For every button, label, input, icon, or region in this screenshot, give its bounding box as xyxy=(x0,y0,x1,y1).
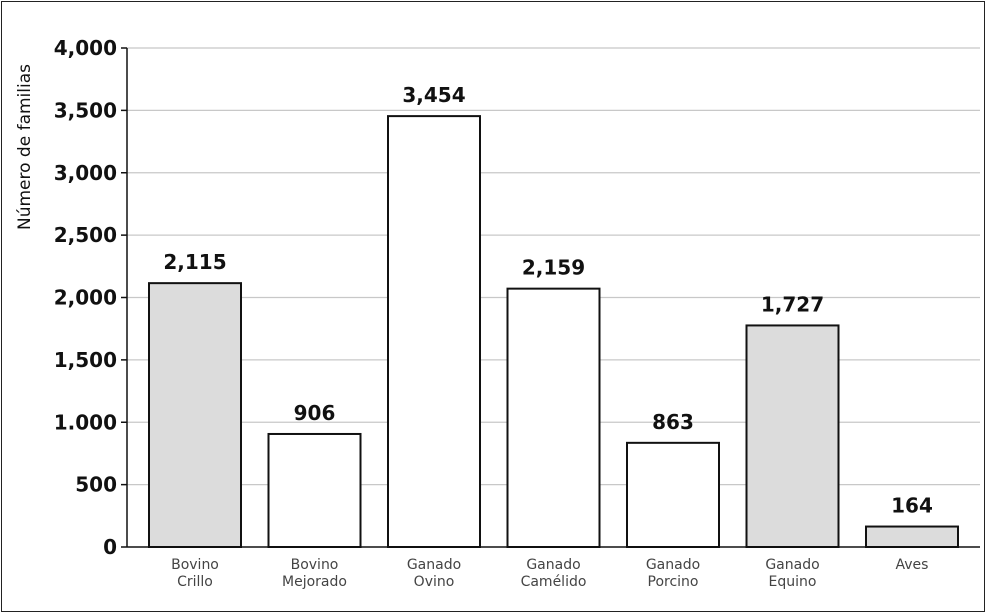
data-label: 2,159 xyxy=(522,256,585,280)
data-label: 906 xyxy=(294,401,336,425)
bar xyxy=(865,525,959,549)
x-category-label-line: Ovino xyxy=(414,574,455,590)
x-category-label: Ganado Equino xyxy=(765,557,819,590)
x-category-label: Ganado Porcino xyxy=(646,557,700,590)
data-label: 3,454 xyxy=(402,83,465,107)
y-axis-title: Número de familias xyxy=(15,64,35,230)
bar xyxy=(626,441,720,548)
x-category-label-line: Ganado xyxy=(646,557,700,573)
x-category-label: Bovino Crillo xyxy=(171,557,219,590)
y-tick-label: 1.000 xyxy=(54,410,117,434)
x-category-label: Ganado Camélido xyxy=(521,557,587,590)
y-tick-label: 2,000 xyxy=(54,286,117,310)
y-tick-label: 0 xyxy=(103,535,117,559)
bars xyxy=(148,115,959,549)
x-category-label-line: Bovino xyxy=(291,557,339,573)
y-tick-label: 4,000 xyxy=(54,36,117,60)
y-tick-label: 1,500 xyxy=(54,348,117,372)
x-category-label-line: Camélido xyxy=(521,574,587,590)
bar xyxy=(148,282,242,548)
x-category-label-line: Ganado xyxy=(526,557,580,573)
x-category-label-line: Bovino xyxy=(171,557,219,573)
x-category-label: Ganado Ovino xyxy=(407,557,461,590)
x-category-label-line: Aves xyxy=(896,557,929,573)
x-category-label-line: Porcino xyxy=(648,574,699,590)
x-category-label-line: Ganado xyxy=(765,557,819,573)
bar xyxy=(387,115,481,549)
x-category-label: Aves xyxy=(896,557,929,573)
y-tick-label: 500 xyxy=(75,473,117,497)
x-category-label-line: Ganado xyxy=(407,557,461,573)
axes xyxy=(121,47,980,548)
data-label: 2,115 xyxy=(163,250,226,274)
data-label: 863 xyxy=(652,410,694,434)
bar xyxy=(745,324,840,548)
labels: 0 500 1.000 1,500 2,000 2,500 3,000 3,500 4,000 2… xyxy=(54,36,933,590)
bar xyxy=(267,432,362,548)
x-category-label-line: Crillo xyxy=(177,574,213,590)
y-tick-label: 2,500 xyxy=(54,223,117,247)
x-category-label: Bovino Mejorado xyxy=(282,557,347,590)
y-tick-label: 3,500 xyxy=(54,98,117,122)
x-category-label-line: Equino xyxy=(769,574,817,590)
y-tick-label: 3,000 xyxy=(54,161,117,185)
data-label: 1,727 xyxy=(761,292,824,316)
data-label: 164 xyxy=(891,494,933,518)
bar xyxy=(506,287,601,548)
x-category-label-line: Mejorado xyxy=(282,574,347,590)
